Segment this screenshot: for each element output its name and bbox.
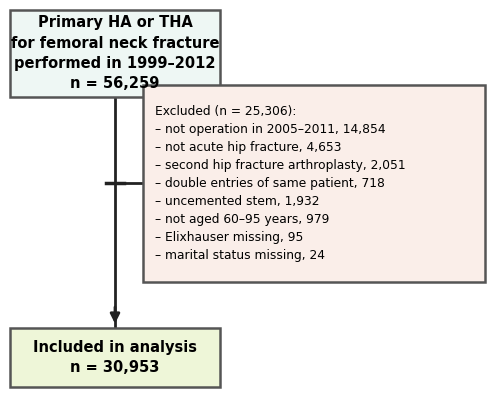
Text: Primary HA or THA
for femoral neck fracture
performed in 1999–2012
n = 56,259: Primary HA or THA for femoral neck fract… (10, 15, 219, 91)
FancyBboxPatch shape (142, 85, 485, 282)
Text: Included in analysis
n = 30,953: Included in analysis n = 30,953 (33, 340, 197, 375)
Text: Excluded (n = 25,306):
– not operation in 2005–2011, 14,854
– not acute hip frac: Excluded (n = 25,306): – not operation i… (155, 105, 406, 262)
FancyBboxPatch shape (10, 328, 220, 387)
FancyBboxPatch shape (10, 10, 220, 97)
